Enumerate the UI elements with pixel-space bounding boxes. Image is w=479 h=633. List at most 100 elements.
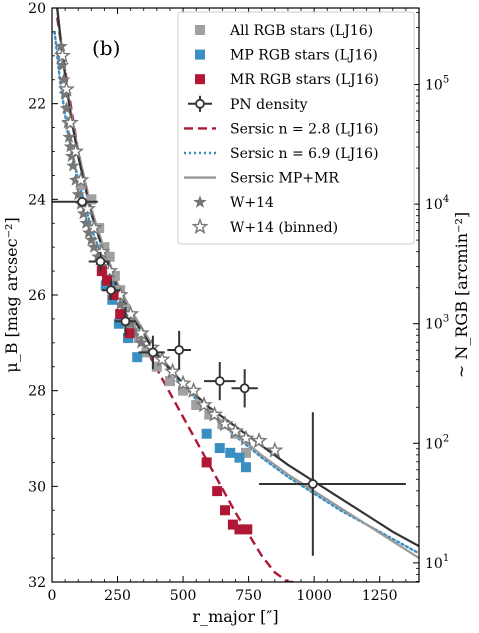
legend-label: Sersic n = 6.9 (LJ16) [230, 146, 379, 162]
legend-box [177, 11, 415, 245]
square-marker [109, 270, 120, 281]
pn-point [214, 376, 225, 387]
star-open-marker [132, 324, 150, 341]
star-open-marker [85, 219, 103, 236]
square-marker [132, 352, 143, 363]
legend-entry: W+14 [193, 195, 274, 211]
square-marker [227, 519, 238, 530]
star-filled-marker [57, 72, 71, 86]
star-open-marker [57, 80, 75, 97]
y-tick-label: 20 [28, 1, 46, 17]
star-open-marker [250, 431, 268, 449]
star-open-marker [67, 142, 85, 159]
legend-label: MR RGB stars (LJ16) [230, 72, 379, 88]
axes: 0 250 500 750 1000 1250 20 22 24 26 28 30 32 101 102 10… [2, 1, 471, 626]
star-open-marker [205, 405, 224, 422]
series-mr-rgb-stars-lj16 [96, 266, 253, 535]
star-open-marker [93, 242, 111, 260]
square-marker [191, 400, 202, 411]
legend-label: Sersic MP+MR [230, 171, 339, 187]
square-marker [99, 242, 110, 253]
y-tick-label: 24 [28, 192, 46, 208]
y-tick-label: 28 [28, 384, 46, 400]
star-filled-marker [66, 158, 80, 172]
square-marker [201, 457, 212, 468]
legend-label: All RGB stars (LJ16) [229, 23, 373, 39]
star-open-marker [237, 429, 255, 446]
star-filled-marker [123, 316, 138, 330]
legend-square-icon [195, 74, 205, 85]
series-w-14 [54, 39, 148, 349]
pn-point [174, 345, 185, 355]
star-filled-marker [84, 232, 98, 246]
star-filled-marker [55, 58, 70, 72]
pn-point [148, 347, 158, 358]
star-open-marker [164, 362, 182, 379]
star-open-marker [195, 396, 213, 413]
series-w-14-binned [53, 46, 284, 458]
square-marker [102, 275, 113, 286]
y2-tick-label: 102 [425, 433, 449, 452]
square-marker [234, 524, 245, 535]
square-marker [113, 318, 124, 329]
square-marker [201, 428, 212, 439]
square-marker [178, 385, 189, 396]
legend-label: W+14 [230, 195, 274, 211]
x-tick-label: 1000 [296, 588, 332, 604]
legend-entry: All RGB stars (LJ16) [195, 23, 373, 39]
square-marker [220, 505, 231, 516]
pn-point [307, 479, 318, 489]
y2-tick-label: 105 [425, 75, 449, 94]
y-axis-label: μ_B [mag arcsec⁻²] [2, 217, 21, 372]
pn-point [77, 196, 88, 207]
legend-label: PN density [230, 97, 308, 113]
plot-area [52, 8, 419, 582]
legend-label: MP RGB stars (LJ16) [230, 48, 378, 64]
star-open-marker [72, 171, 90, 188]
legend-entry: MR RGB stars (LJ16) [195, 72, 379, 88]
legend-label: Sersic n = 2.8 (LJ16) [230, 121, 379, 137]
y2-tick-label: 104 [425, 194, 449, 213]
legend-star-icon [193, 195, 207, 208]
square-marker [234, 452, 245, 463]
star-filled-marker [79, 216, 93, 229]
y-tick-label: 30 [28, 479, 46, 495]
y2-axis-label: ~ N_RGB [arcmin⁻²] [452, 212, 471, 378]
x-tick-label: 0 [48, 588, 57, 604]
x-tick-label: 1250 [362, 588, 398, 604]
legend-square-icon [195, 25, 205, 35]
series-pn-density [52, 196, 406, 556]
x-tick-label: 500 [170, 588, 197, 604]
y-tick-label: 32 [28, 575, 46, 591]
square-marker [94, 223, 105, 234]
pn-point [239, 383, 250, 394]
star-filled-marker [62, 130, 76, 143]
star-open-marker [78, 199, 96, 217]
square-marker [214, 443, 225, 454]
star-open-marker [226, 422, 245, 439]
star-open-marker [216, 415, 234, 432]
star-open-marker [153, 350, 171, 367]
legend-star-open-icon [191, 217, 209, 235]
square-marker [108, 290, 119, 300]
y-tick-label: 26 [28, 288, 46, 304]
square-marker [204, 409, 215, 420]
square-marker [240, 447, 251, 458]
legend-entry: MP RGB stars (LJ16) [195, 48, 378, 64]
legend-entry: Sersic MP+MR [184, 171, 339, 187]
pn-point [120, 316, 131, 327]
y2-tick-label: 103 [425, 314, 449, 333]
square-marker [75, 179, 86, 190]
square-marker [124, 328, 135, 339]
square-marker [212, 486, 223, 497]
x-tick-label: 250 [104, 588, 131, 604]
square-marker [164, 376, 175, 387]
square-marker [86, 194, 97, 205]
x-axis-label: r_major [″] [192, 607, 278, 626]
star-filled-marker [87, 240, 101, 253]
legend-entry: Sersic n = 2.8 (LJ16) [184, 121, 379, 137]
star-filled-marker [134, 335, 148, 349]
legend-circle-icon [195, 98, 205, 109]
